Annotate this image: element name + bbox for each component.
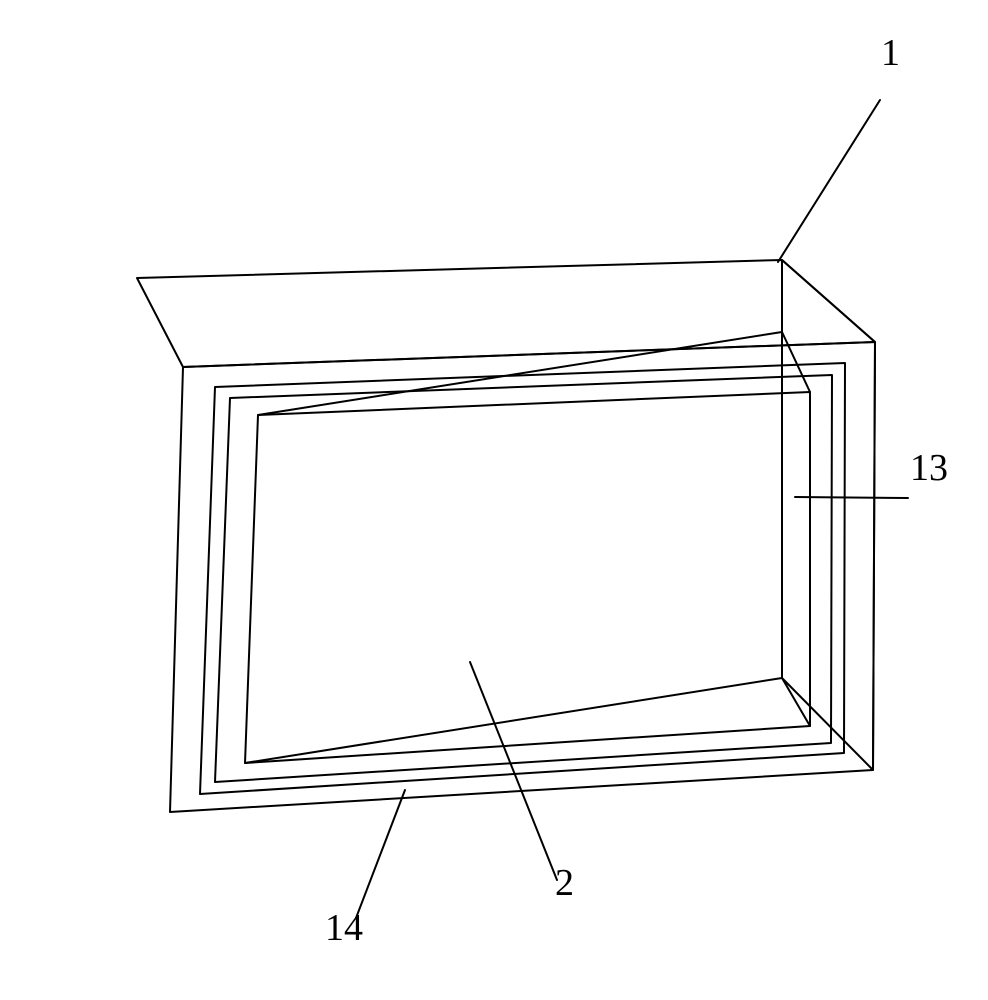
label-2: 2 [555,862,574,904]
outer-right-face [782,260,875,770]
front-frame-inner [215,375,832,782]
leader-2 [470,662,557,880]
leader-1 [778,100,880,262]
leader-13 [795,497,908,498]
technical-diagram: 1 13 2 14 [0,0,988,1000]
leader-14 [356,790,405,918]
label-14: 14 [325,907,363,949]
interior-top-edge [258,332,782,415]
label-13: 13 [910,447,948,489]
label-1: 1 [881,32,900,74]
interior-right-top [782,332,810,392]
outer-top-face [137,260,875,367]
front-opening [245,392,810,763]
